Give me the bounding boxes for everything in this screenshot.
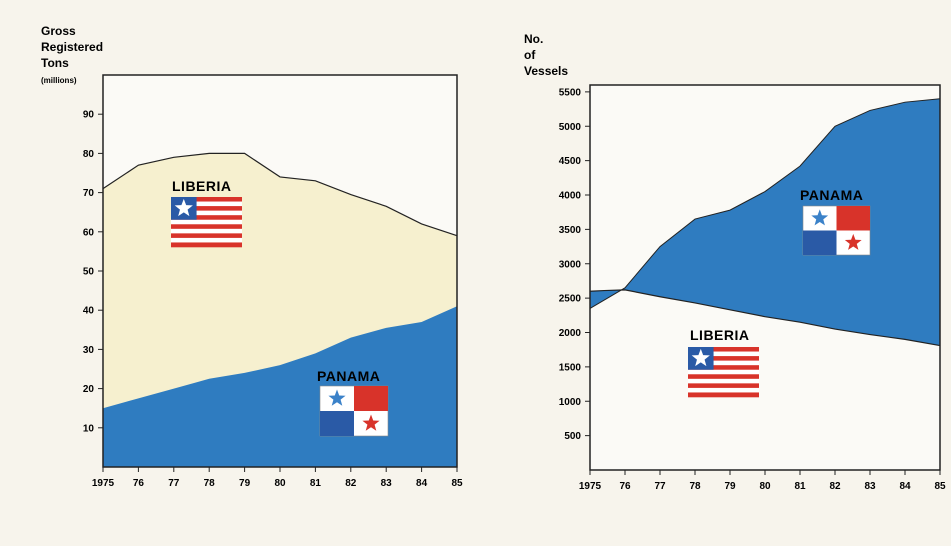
y-tick-label: 30 (83, 345, 95, 356)
y-tick-label: 50 (83, 267, 95, 278)
star-icon (174, 198, 193, 217)
x-tick-label: 1975 (579, 481, 602, 492)
flag-stripe (171, 224, 242, 230)
x-tick-label: 81 (794, 481, 806, 492)
y-axis-title-line: of (524, 48, 536, 62)
y-tick-label: 500 (564, 431, 581, 442)
y-axis-units: (millions) (41, 76, 77, 85)
flag-blue-quarter (320, 411, 354, 436)
flag-stripe (688, 365, 759, 371)
y-tick-label: 5000 (559, 122, 582, 133)
flag-stripe (171, 215, 242, 221)
x-tick-label: 79 (724, 481, 736, 492)
flag-stripe (171, 219, 242, 225)
y-tick-label: 90 (83, 110, 95, 121)
panama-flag (802, 205, 871, 256)
x-tick-label: 85 (934, 481, 946, 492)
x-tick-label: 82 (829, 481, 841, 492)
star-icon (328, 389, 346, 406)
panama-area (590, 98, 940, 346)
flag-stripe (171, 242, 242, 248)
y-tick-label: 3000 (559, 259, 582, 270)
y-tick-label: 40 (83, 306, 95, 317)
x-tick-label: 80 (274, 478, 286, 489)
x-tick-label: 77 (654, 481, 666, 492)
star-icon (811, 209, 829, 226)
y-axis-title-line: Tons (41, 56, 69, 70)
y-tick-label: 4000 (559, 191, 582, 202)
vessels-chart: 500 1000 1500 2000 2500 3000 3500 4000 4500 5000 5… (524, 32, 946, 492)
liberia-line (102, 152, 458, 237)
x-tick-label: 79 (239, 478, 251, 489)
vessels-plot-area: 500 1000 1500 2000 2500 3000 3500 4000 4500 5000 5… (559, 84, 946, 492)
panama-flag (319, 385, 389, 437)
tonnage-plot-area: 10 20 30 40 50 60 70 80 90 1975 76 77 78 79 80 81 82 83 84… (83, 74, 463, 489)
vessels-y-axis-title: No. of Vessels (524, 32, 568, 78)
flag-stripe (688, 374, 759, 380)
flag-stripe (688, 383, 759, 389)
y-tick-label: 5500 (559, 87, 582, 98)
liberia-label: LIBERIA (172, 178, 232, 194)
y-tick-label: 60 (83, 227, 95, 238)
flag-stripe (171, 210, 242, 216)
flag-red-quarter (354, 386, 388, 411)
x-tick-label: 1975 (92, 478, 115, 489)
x-tick-label: 78 (689, 481, 701, 492)
panama-label: PANAMA (317, 368, 380, 384)
y-axis-title-line: Vessels (524, 64, 568, 78)
x-tick-label: 80 (759, 481, 771, 492)
y-tick-label: 2500 (559, 294, 582, 305)
x-tick-label: 77 (168, 478, 180, 489)
flag-stripe (171, 228, 242, 234)
liberia-flag (171, 197, 242, 248)
y-tick-label: 10 (83, 423, 95, 434)
flag-stripe (688, 369, 759, 375)
y-tick-label: 20 (83, 384, 95, 395)
flag-stripe (171, 206, 242, 211)
y-axis-title-line: Registered (41, 40, 103, 54)
star-icon (844, 233, 862, 250)
flag-stripe (688, 387, 759, 393)
x-tick-label: 84 (416, 478, 428, 489)
panama-label: PANAMA (800, 187, 863, 203)
x-tick-label: 83 (864, 481, 876, 492)
x-tick-label: 83 (381, 478, 393, 489)
tonnage-chart: 10 20 30 40 50 60 70 80 90 1975 76 77 78 79 80 81 82 83 84… (41, 24, 463, 489)
flag-stripe (171, 237, 242, 243)
panama-line (589, 98, 941, 309)
star-icon (362, 414, 380, 431)
flag-stripe (688, 356, 759, 361)
y-tick-label: 2000 (559, 328, 582, 339)
tonnage-y-axis-title: Gross Registered Tons (millions) (41, 24, 103, 85)
x-tick-label: 81 (310, 478, 322, 489)
y-tick-label: 1000 (559, 397, 582, 408)
y-tick-label: 1500 (559, 362, 582, 373)
x-tick-label: 84 (899, 481, 911, 492)
y-tick-label: 70 (83, 188, 95, 199)
y-tick-label: 3500 (559, 225, 582, 236)
liberia-flag (688, 347, 759, 398)
flag-red-quarter (836, 206, 870, 231)
flag-stripe (171, 201, 242, 207)
flag-stripe (688, 360, 759, 366)
star-icon (691, 348, 710, 367)
x-tick-label: 85 (451, 478, 463, 489)
x-tick-label: 82 (345, 478, 357, 489)
y-axis-title-line: No. (524, 32, 543, 46)
y-tick-label: 80 (83, 149, 95, 160)
flag-stripe (171, 197, 242, 202)
flag-stripe (688, 392, 759, 398)
flag-stripe (688, 347, 759, 352)
flag-stripe (171, 233, 242, 239)
flag-stripe (688, 351, 759, 357)
flag-blue-quarter (803, 230, 837, 255)
y-axis-title-line: Gross (41, 24, 76, 38)
liberia-label: LIBERIA (690, 327, 750, 343)
x-tick-label: 78 (204, 478, 216, 489)
flag-stripe (688, 378, 759, 384)
y-tick-label: 4500 (559, 156, 582, 167)
x-tick-label: 76 (619, 481, 631, 492)
x-tick-label: 76 (133, 478, 145, 489)
